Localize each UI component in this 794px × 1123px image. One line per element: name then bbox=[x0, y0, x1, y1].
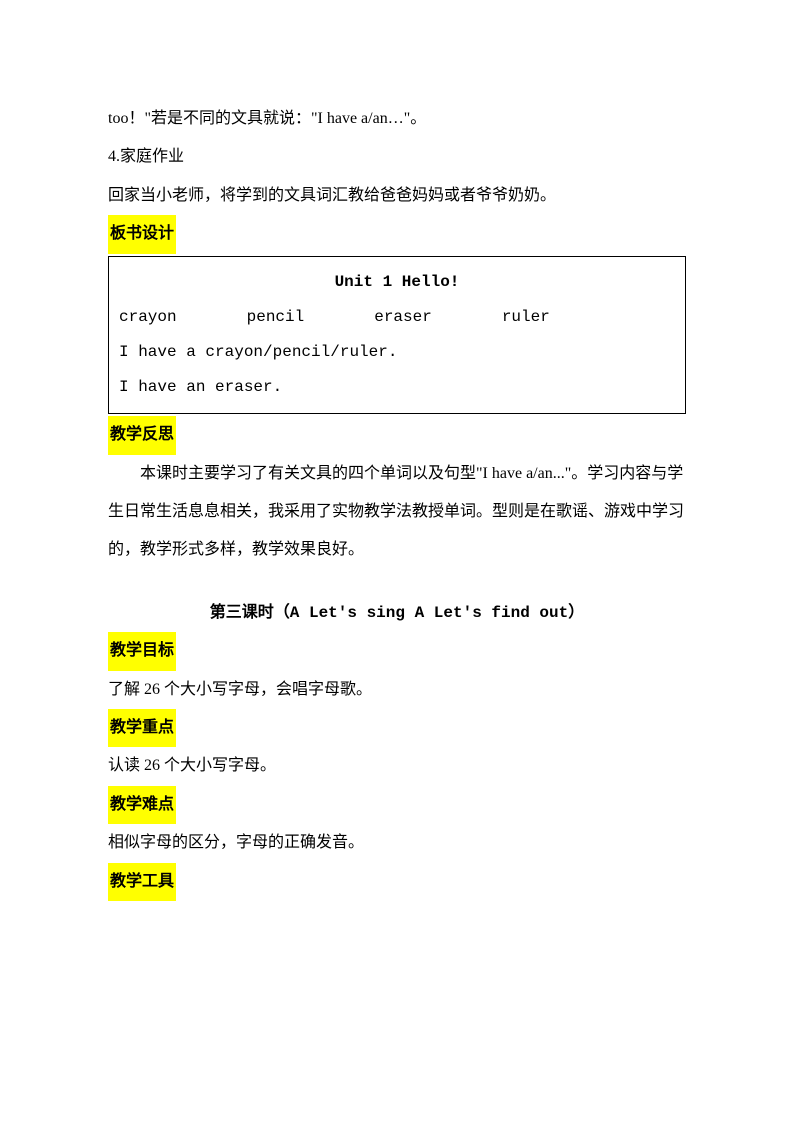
heading-label: 板书设计 bbox=[108, 215, 176, 253]
heading-reflection: 教学反思 bbox=[108, 416, 686, 454]
word-pencil: pencil bbox=[247, 308, 305, 326]
line-2: 4.家庭作业 bbox=[108, 138, 686, 176]
goal-text: 了解 26 个大小写字母，会唱字母歌。 bbox=[108, 671, 686, 709]
heading-label: 教学难点 bbox=[108, 786, 176, 824]
board-design-box: Unit 1 Hello! crayon pencil eraser ruler I … bbox=[108, 256, 686, 415]
box-title: Unit 1 Hello! bbox=[119, 265, 675, 300]
heading-goal: 教学目标 bbox=[108, 632, 686, 670]
heading-tools: 教学工具 bbox=[108, 863, 686, 901]
reflection-paragraph: 本课时主要学习了有关文具的四个单词以及句型"I have a/an..."。学习… bbox=[108, 455, 686, 570]
keypoint-text: 认读 26 个大小写字母。 bbox=[108, 747, 686, 785]
box-sentence-2: I have an eraser. bbox=[119, 370, 675, 405]
word-ruler: ruler bbox=[502, 308, 550, 326]
box-words-row: crayon pencil eraser ruler bbox=[119, 300, 675, 335]
heading-label: 教学重点 bbox=[108, 709, 176, 747]
heading-board-design: 板书设计 bbox=[108, 215, 686, 253]
line-3: 回家当小老师，将学到的文具词汇教给爸爸妈妈或者爷爷奶奶。 bbox=[108, 177, 686, 215]
heading-keypoint: 教学重点 bbox=[108, 709, 686, 747]
heading-label: 教学反思 bbox=[108, 416, 176, 454]
lesson-3-title: 第三课时（A Let's sing A Let's find out） bbox=[108, 594, 686, 632]
word-eraser: eraser bbox=[374, 308, 432, 326]
difficulty-text: 相似字母的区分，字母的正确发音。 bbox=[108, 824, 686, 862]
heading-label: 教学工具 bbox=[108, 863, 176, 901]
word-crayon: crayon bbox=[119, 308, 177, 326]
heading-label: 教学目标 bbox=[108, 632, 176, 670]
line-1: too！"若是不同的文具就说："I have a/an…"。 bbox=[108, 100, 686, 138]
heading-difficulty: 教学难点 bbox=[108, 786, 686, 824]
box-sentence-1: I have a crayon/pencil/ruler. bbox=[119, 335, 675, 370]
